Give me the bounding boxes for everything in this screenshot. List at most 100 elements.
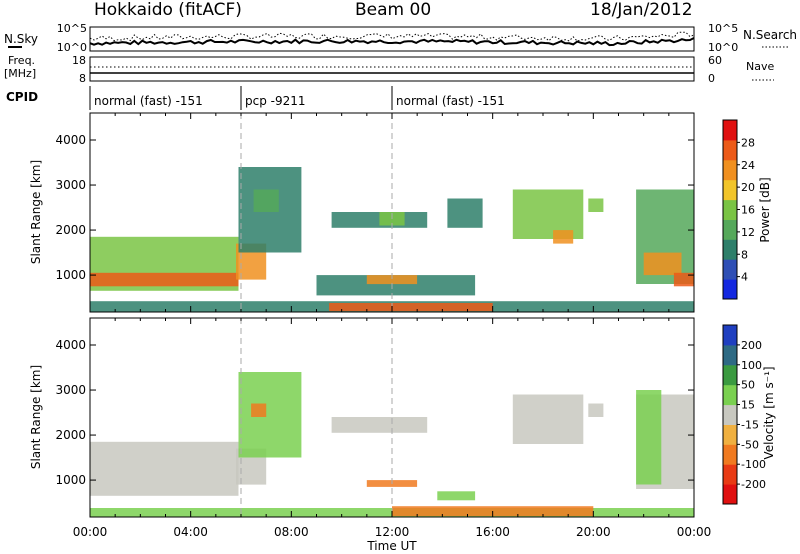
colorbar-tick-label: 16: [741, 204, 755, 217]
colorbar-swatch: [723, 384, 737, 406]
colorbar-tick-label: 20: [741, 181, 755, 194]
data-region: [588, 198, 604, 212]
x-tick-label: 16:00: [475, 525, 510, 539]
nsky-tick-bottom: 10^0: [57, 41, 87, 54]
colorbar-swatch: [723, 484, 737, 505]
colorbar-tick-label: 24: [741, 159, 755, 172]
nsky-label: N.Sky: [4, 32, 38, 46]
freq-strip: Freq. [MHz] 18 8 60 0 Nave: [4, 54, 774, 85]
data-region: [447, 198, 483, 228]
data-region: [253, 189, 279, 212]
nave-tick-top: 60: [708, 54, 722, 67]
data-region: [553, 230, 574, 244]
y-tick-label: 1000: [55, 268, 86, 282]
y-tick-label: 1000: [55, 473, 86, 487]
nsearch-label: N.Search: [743, 28, 797, 42]
colorbar-swatch: [723, 259, 737, 280]
y-tick-label: 2000: [55, 223, 86, 237]
y-tick-label: 4000: [55, 338, 86, 352]
data-region: [251, 403, 267, 417]
colorbar-swatch: [723, 344, 737, 366]
power-ylabel: Slant Range [km]: [29, 160, 43, 264]
nsearch-tick-bottom: 10^0: [708, 41, 738, 54]
colorbar-swatch: [723, 239, 737, 260]
y-tick-label: 3000: [55, 178, 86, 192]
colorbar-swatch: [723, 464, 737, 485]
station-title: Hokkaido (fitACF): [94, 0, 242, 20]
colorbar-swatch: [723, 139, 737, 161]
x-tick-label: 12:00: [375, 525, 410, 539]
colorbar-frame: [722, 324, 738, 505]
cpid-segment-label: pcp -9211: [245, 94, 306, 108]
date-title: 18/Jan/2012: [590, 0, 693, 20]
colorbar-swatch: [723, 404, 737, 425]
data-region: [366, 275, 418, 285]
nsky-trace: [89, 37, 695, 47]
colorbar-tick-label: 4: [741, 271, 748, 284]
data-region: [238, 372, 302, 458]
time-axis-label: Time UT: [366, 539, 417, 553]
colorbar-swatch: [723, 179, 737, 201]
nsky-tick-top: 10^5: [57, 22, 87, 35]
nave-label: Nave: [746, 60, 774, 73]
colorbar-tick-label: 15: [741, 399, 755, 412]
freq-tick-top: 18: [72, 54, 86, 67]
data-region: [437, 491, 476, 501]
cpid-segment-label: normal (fast) -151: [396, 94, 505, 108]
data-region: [673, 272, 694, 287]
colorbar-tick-label: 100: [741, 359, 762, 372]
velocity-ylabel: Slant Range [km]: [29, 365, 43, 469]
x-tick-label: 00:00: [73, 525, 108, 539]
colorbar-tick-label: -15: [741, 418, 759, 431]
colorbar-swatch: [723, 199, 737, 220]
x-tick-label: 00:00: [677, 525, 712, 539]
y-tick-label: 4000: [55, 133, 86, 147]
data-region: [329, 303, 493, 312]
velocity-colorbar: Velocity [m s⁻¹] 200 100 50 15 -15 -50 -100 -20…: [722, 324, 776, 505]
colorbar-swatch: [723, 219, 737, 240]
data-region: [331, 417, 428, 433]
x-tick-label: 08:00: [274, 525, 309, 539]
nsearch-tick-top: 10^5: [708, 22, 738, 35]
data-region: [636, 390, 662, 485]
x-tick-label: 20:00: [576, 525, 611, 539]
colorbar-tick-label: 28: [741, 136, 755, 149]
power-colorbar-label: Power [dB]: [758, 177, 772, 242]
colorbar-swatch: [723, 424, 737, 445]
power-colorbar: Power [dB] 4 8 12 16 20 24 28: [722, 119, 772, 300]
y-tick-label: 3000: [55, 383, 86, 397]
data-region: [512, 394, 584, 444]
colorbar-tick-label: 50: [741, 379, 755, 392]
cpid-label: CPID: [6, 90, 38, 104]
velocity-panel: 1000 2000 3000 4000 Slant Range [km] 00:00 0…: [29, 317, 712, 553]
freq-tick-bottom: 8: [79, 72, 86, 85]
colorbar-swatch: [723, 159, 737, 181]
cpid-strip: CPID normal (fast) -151 pcp -9211 normal (…: [6, 86, 505, 110]
velocity-colorbar-label: Velocity [m s⁻¹]: [762, 366, 776, 459]
cpid-segment-label: normal (fast) -151: [94, 94, 203, 108]
colorbar-swatch: [723, 325, 737, 346]
nsearch-trace: [89, 31, 695, 42]
data-region: [588, 403, 604, 417]
colorbar-tick-label: 200: [741, 339, 762, 352]
data-region: [90, 441, 239, 496]
colorbar-tick-label: 8: [741, 248, 748, 261]
data-region: [643, 252, 682, 276]
colorbar-tick-label: 12: [741, 226, 755, 239]
data-region: [316, 275, 476, 296]
colorbar-swatch: [723, 279, 737, 300]
colorbar-tick-label: -50: [741, 438, 759, 451]
nave-tick-bottom: 0: [708, 72, 715, 85]
beam-title: Beam 00: [355, 0, 432, 20]
freq-label: Freq.: [8, 54, 35, 67]
data-region: [90, 272, 239, 287]
colorbar-swatch: [723, 364, 737, 386]
freq-unit: [MHz]: [4, 67, 36, 80]
x-tick-label: 04:00: [173, 525, 208, 539]
power-panel: 1000 2000 3000 4000 Slant Range [km]: [29, 112, 695, 313]
y-tick-label: 2000: [55, 428, 86, 442]
colorbar-tick-label: -200: [741, 478, 766, 491]
nsky-strip: N.Sky 10^5 10^0 10^5 10^0 N.Search: [4, 22, 797, 54]
colorbar-swatch: [723, 120, 737, 141]
colorbar-swatch: [723, 444, 737, 465]
